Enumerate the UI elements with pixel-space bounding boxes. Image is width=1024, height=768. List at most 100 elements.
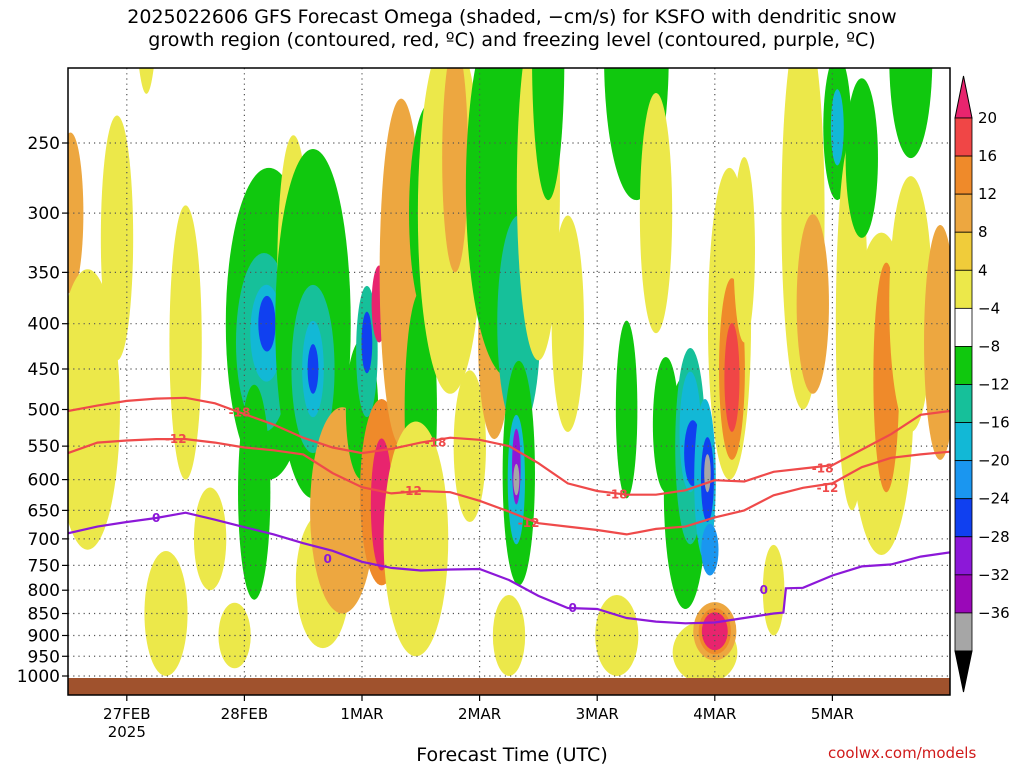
- omega-region: [144, 551, 188, 676]
- contour-label: 0: [152, 511, 160, 525]
- colorbar-swatch: [954, 346, 973, 385]
- omega-region: [845, 78, 878, 238]
- colorbar-label: −32: [978, 566, 1010, 584]
- colorbar-arrow-bottom: [954, 650, 973, 693]
- omega-region: [889, 68, 933, 159]
- chart-title-line-2: growth region (contoured, red, ºC) and f…: [148, 29, 876, 51]
- contour-label: -12: [817, 481, 839, 495]
- omega-region: [615, 320, 638, 499]
- colorbar-label: 12: [978, 185, 997, 203]
- omega-region: [595, 594, 639, 676]
- y-tick-label: 900: [28, 626, 60, 646]
- colorbar-swatch: [954, 155, 973, 195]
- colorbar-swatch: [954, 422, 973, 462]
- plot-frame: [67, 67, 951, 696]
- x-axis-label: Forecast Time (UTC): [416, 744, 608, 766]
- colorbar-label: −28: [978, 528, 1010, 546]
- x-tick-label: 3MAR: [576, 705, 619, 723]
- colorbar-label: 16: [978, 147, 997, 165]
- contour-label: 0: [569, 601, 577, 615]
- colorbar-swatch: [954, 117, 973, 157]
- y-axis: 2503003504004505005506006507007508008509…: [17, 134, 68, 687]
- colorbar-swatch: [954, 612, 973, 652]
- x-tick-label: 27FEB: [103, 705, 150, 723]
- colorbar-swatch: [954, 536, 973, 576]
- omega-region: [733, 157, 755, 343]
- omega-region: [453, 370, 486, 523]
- y-tick-label: 700: [28, 530, 60, 550]
- x-tick-label: 5MAR: [811, 705, 854, 723]
- colorbar-label: 20: [978, 109, 997, 127]
- contour--12: [68, 438, 950, 536]
- credit-link[interactable]: coolwx.com/models: [828, 744, 977, 762]
- contour-label: -18: [812, 462, 834, 476]
- y-tick-label: 800: [28, 581, 60, 601]
- omega-region: [701, 612, 728, 651]
- colorbar-swatch: [954, 460, 973, 500]
- terrain-strip: [68, 678, 950, 695]
- y-tick-label: 750: [28, 556, 60, 576]
- colorbar-label: 4: [978, 261, 988, 279]
- omega-region: [193, 487, 227, 591]
- y-tick-label: 850: [28, 605, 60, 625]
- omega-region: [796, 214, 829, 394]
- omega-region: [169, 205, 202, 480]
- colorbar-arrow-top: [954, 75, 973, 119]
- x-tick-label: 28FEB: [221, 705, 268, 723]
- contour-label: 0: [324, 552, 332, 566]
- y-tick-label: 300: [28, 204, 60, 224]
- colorbar-swatch: [954, 193, 973, 233]
- colorbar-label: −20: [978, 452, 1010, 470]
- colorbar-label: −36: [978, 604, 1010, 622]
- omega-region: [238, 384, 271, 600]
- y-tick-label: 400: [28, 315, 60, 335]
- omega-region: [704, 454, 711, 493]
- omega-region: [830, 89, 844, 166]
- x-axis: 27FEB 28FEB 1MAR 2MAR 3MAR 4MAR 5MAR 2025: [103, 695, 854, 741]
- omega-region: [258, 295, 276, 352]
- omega-region: [442, 68, 469, 273]
- omega-region: [68, 269, 120, 550]
- y-tick-label: 250: [28, 134, 60, 154]
- y-tick-label: 550: [28, 437, 60, 457]
- colorbar-label: 8: [978, 223, 988, 241]
- omega-region: [139, 68, 154, 94]
- contour--18: [68, 396, 950, 496]
- contour-label: -18: [425, 436, 447, 450]
- colorbar-label: −4: [978, 299, 1000, 317]
- omega-region: [100, 115, 134, 361]
- omega-region: [701, 523, 719, 576]
- omega-region: [924, 225, 950, 460]
- contour-label: -12: [400, 484, 422, 498]
- contour-label: -18: [229, 406, 251, 420]
- omega-region: [492, 594, 526, 676]
- y-tick-label: 600: [28, 471, 60, 491]
- colorbar-label: −12: [978, 376, 1010, 394]
- colorbar-swatch: [954, 384, 973, 423]
- grid: [68, 68, 950, 695]
- contour-label: 0: [760, 583, 768, 597]
- contour-label: -18: [606, 488, 628, 502]
- chart-title-line-1: 2025022606 GFS Forecast Omega (shaded, −…: [127, 6, 897, 28]
- x-tick-label: 4MAR: [693, 705, 736, 723]
- colorbar-label: −16: [978, 414, 1010, 432]
- contour-label: -12: [518, 516, 540, 530]
- colorbar-swatch: [954, 231, 973, 271]
- omega-region: [532, 68, 565, 201]
- contour-label: -12: [165, 432, 187, 446]
- omega-region: [361, 311, 373, 374]
- y-tick-label: 500: [28, 401, 60, 421]
- colorbar-swatch: [954, 307, 973, 347]
- omega-region: [383, 421, 449, 657]
- colorbar: 20 16 12 8 4 −4 −8 −12 −16 −20 −24 −28 −32 −36: [954, 75, 1010, 693]
- y-tick-label: 1000: [17, 667, 60, 687]
- omega-region: [724, 322, 740, 432]
- chart-title: 2025022606 GFS Forecast Omega (shaded, −…: [0, 6, 1024, 52]
- y-tick-label: 450: [28, 360, 60, 380]
- colorbar-swatch: [954, 498, 973, 538]
- colorbar-label: −24: [978, 490, 1010, 508]
- omega-region: [68, 132, 84, 294]
- omega-region: [889, 176, 933, 432]
- terrain: [68, 678, 950, 695]
